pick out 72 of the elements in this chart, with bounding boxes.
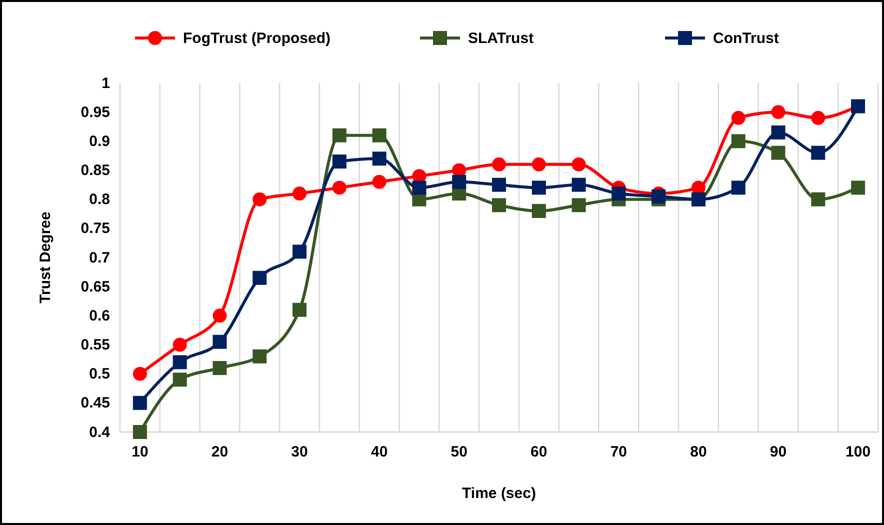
point	[532, 180, 546, 195]
point	[492, 157, 506, 172]
point	[292, 244, 307, 259]
point	[532, 204, 546, 218]
x-tick-label: 20	[211, 444, 228, 461]
point	[811, 146, 826, 160]
point	[731, 180, 746, 195]
point	[811, 110, 826, 125]
point	[212, 361, 227, 376]
x-tick-label: 90	[770, 444, 787, 461]
point	[372, 152, 386, 166]
point	[731, 110, 746, 125]
x-tick-label: 30	[291, 444, 308, 461]
y-tick-label: 1	[102, 74, 110, 92]
point	[132, 366, 147, 381]
legend-label: ConTrust	[713, 30, 779, 47]
x-tick-label: 70	[610, 444, 628, 461]
y-tick-label: 0.5	[89, 366, 110, 383]
y-tick-label: 0.8	[89, 191, 110, 208]
point	[252, 192, 267, 206]
point	[172, 338, 187, 352]
point	[731, 134, 746, 148]
point	[132, 396, 147, 410]
point	[412, 180, 426, 195]
y-tick-label: 0.75	[80, 220, 110, 238]
legend-label: SLATrust	[468, 30, 534, 47]
point	[771, 105, 786, 120]
point	[572, 198, 586, 212]
point	[612, 186, 626, 201]
x-axis-title: Time (sec)	[462, 485, 536, 502]
point	[212, 334, 227, 349]
point	[372, 128, 386, 142]
point	[172, 372, 187, 387]
point	[212, 308, 227, 323]
x-tick-label: 100	[846, 444, 871, 461]
y-axis-title: Trust Degree	[37, 212, 54, 304]
y-tick-label: 0.85	[80, 162, 110, 180]
y-tick-label: 0.65	[80, 278, 110, 296]
y-tick-label: 0.4	[89, 424, 111, 441]
point	[572, 157, 586, 172]
x-tick-label: 60	[530, 444, 548, 461]
point	[851, 180, 866, 195]
point	[572, 178, 586, 192]
point	[292, 186, 307, 201]
y-tick-label: 0.55	[80, 336, 110, 354]
y-tick-label: 0.45	[80, 394, 110, 412]
point	[372, 174, 386, 189]
x-tick-label: 80	[690, 444, 707, 461]
x-tick-label: 10	[132, 444, 148, 461]
x-tick-label: 40	[370, 444, 388, 461]
y-tick-label: 0.9	[89, 132, 110, 150]
point	[292, 302, 307, 317]
y-tick-label: 0.95	[80, 104, 110, 121]
x-tick-label: 50	[450, 444, 468, 461]
point	[532, 157, 546, 172]
y-tick-label: 0.6	[89, 307, 110, 324]
legend-label: FogTrust (Proposed)	[183, 30, 330, 47]
point	[332, 180, 346, 195]
point	[172, 355, 187, 370]
y-tick-label: 0.7	[89, 249, 110, 266]
point	[132, 425, 147, 439]
point	[252, 270, 267, 285]
point	[771, 146, 786, 160]
point	[811, 192, 826, 206]
point	[652, 189, 666, 204]
point	[332, 154, 346, 169]
point	[771, 125, 786, 140]
point	[492, 178, 506, 192]
point	[492, 198, 506, 212]
point	[252, 349, 267, 364]
point	[452, 174, 466, 189]
point	[332, 128, 346, 142]
